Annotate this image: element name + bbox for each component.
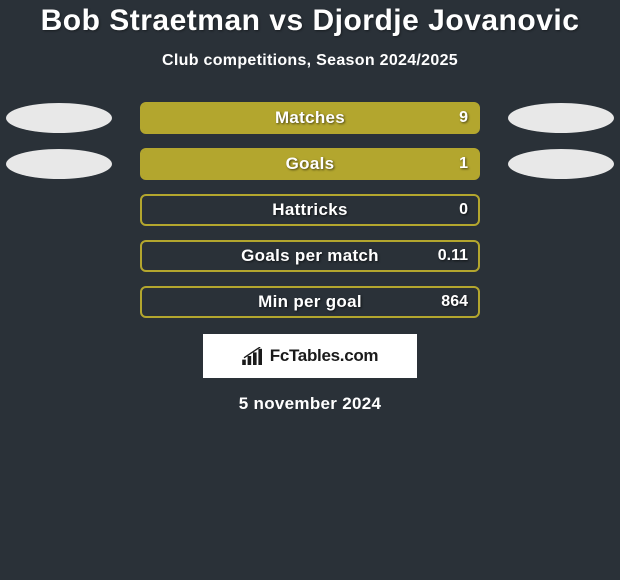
stat-label: Goals	[142, 154, 478, 174]
stat-value: 9	[459, 109, 468, 127]
stat-value: 864	[441, 293, 468, 311]
stat-rows: Matches9Goals1Hattricks0Goals per match0…	[0, 102, 620, 318]
subtitle: Club competitions, Season 2024/2025	[0, 52, 620, 70]
stat-value: 0.11	[438, 247, 468, 265]
chart-icon	[242, 347, 264, 365]
stat-bar: Goals1	[140, 148, 480, 180]
stat-value: 0	[459, 201, 468, 219]
stat-bar: Hattricks0	[140, 194, 480, 226]
stat-row: Min per goal864	[0, 286, 620, 318]
stat-bar: Matches9	[140, 102, 480, 134]
stat-row: Goals1	[0, 148, 620, 180]
stat-value: 1	[459, 155, 468, 173]
stat-bar: Goals per match0.11	[140, 240, 480, 272]
stat-row: Matches9	[0, 102, 620, 134]
stat-bar: Min per goal864	[140, 286, 480, 318]
stat-label: Hattricks	[142, 200, 478, 220]
page-title: Bob Straetman vs Djordje Jovanovic	[0, 4, 620, 38]
right-marker	[508, 149, 614, 179]
stat-row: Goals per match0.11	[0, 240, 620, 272]
site-badge[interactable]: FcTables.com	[203, 334, 417, 378]
stat-label: Min per goal	[142, 292, 478, 312]
stat-label: Matches	[142, 108, 478, 128]
left-marker	[6, 103, 112, 133]
left-marker	[6, 149, 112, 179]
right-marker	[508, 103, 614, 133]
comparison-card: Bob Straetman vs Djordje Jovanovic Club …	[0, 0, 620, 414]
stat-row: Hattricks0	[0, 194, 620, 226]
site-badge-label: FcTables.com	[270, 346, 379, 366]
date-label: 5 november 2024	[0, 394, 620, 414]
stat-label: Goals per match	[142, 246, 478, 266]
